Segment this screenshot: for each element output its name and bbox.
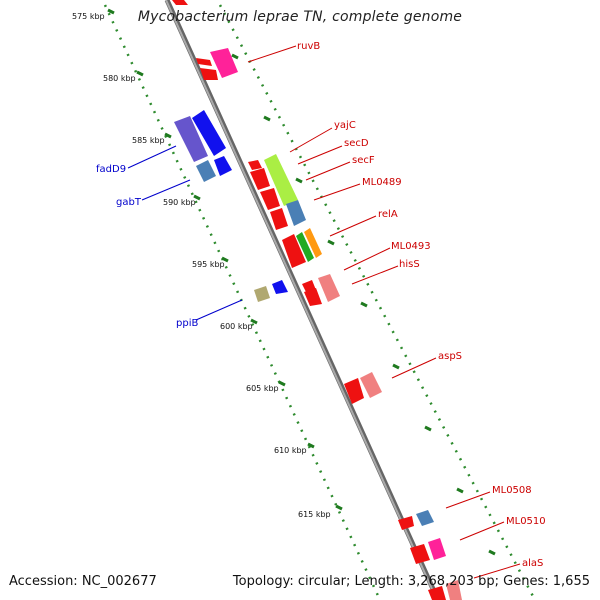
gene-feature: [210, 48, 238, 78]
gene-feature: [172, 0, 188, 5]
kbp-label: 600 kbp: [220, 322, 253, 331]
gene-feature: [428, 586, 446, 600]
gene-label-secD[interactable]: secD: [344, 138, 369, 149]
forward-gene-features: [172, 0, 462, 600]
gene-label-hisS[interactable]: hisS: [399, 259, 420, 270]
gene-label-fadD9[interactable]: fadD9: [96, 164, 126, 175]
outer-tick-marks: [231, 53, 496, 556]
outer-track-line: [218, 4, 537, 600]
gene-feature: [272, 280, 288, 294]
genome-summary-text: Topology: circular; Length: 3,268,203 bp…: [232, 574, 590, 589]
gene-feature: [296, 232, 314, 262]
gene-label-ppiB[interactable]: ppiB: [176, 318, 198, 329]
kbp-label: 590 kbp: [163, 198, 196, 207]
gene-label-ML0508[interactable]: ML0508: [492, 485, 532, 496]
gene-label-ML0510[interactable]: ML0510: [506, 516, 546, 527]
gene-feature: [360, 372, 382, 398]
kbp-tick-marks: [107, 8, 343, 511]
gene-feature: [196, 160, 216, 182]
gene-feature: [344, 378, 364, 404]
gene-feature: [282, 234, 306, 268]
gene-feature: [416, 510, 434, 526]
genome-backbone-highlight: [165, 0, 438, 600]
gene-feature: [304, 228, 322, 258]
gene-label-yajC[interactable]: yajC: [334, 120, 356, 131]
gene-feature: [254, 286, 270, 302]
gene-label-ruvB[interactable]: ruvB: [297, 41, 320, 52]
map-title: Mycobacterium leprae TN, complete genome: [137, 9, 463, 25]
gene-feature: [264, 154, 298, 206]
kbp-label: 585 kbp: [132, 136, 165, 145]
forward-leader-lines: [247, 45, 521, 579]
gene-feature: [174, 116, 208, 162]
gene-label-secF[interactable]: secF: [352, 155, 375, 166]
gene-label-relA[interactable]: relA: [378, 209, 398, 220]
inner-track-line: [103, 4, 382, 600]
gene-feature: [196, 58, 212, 66]
accession-text: Accession: NC_002677: [9, 574, 157, 589]
gene-feature: [428, 538, 446, 560]
gene-feature: [270, 208, 288, 230]
kbp-label: 615 kbp: [298, 510, 331, 519]
gene-label-alaS[interactable]: alaS: [522, 558, 543, 569]
gene-feature: [410, 544, 430, 564]
reverse-gene-features: [174, 110, 288, 302]
gene-label-ML0489[interactable]: ML0489: [362, 177, 402, 188]
gene-feature: [398, 516, 414, 530]
kbp-label: 610 kbp: [274, 446, 307, 455]
gene-feature: [214, 156, 232, 176]
gene-feature: [248, 160, 262, 170]
gene-feature: [192, 110, 226, 156]
gene-feature: [446, 580, 462, 600]
reverse-leader-lines: [127, 145, 243, 321]
gene-label-ML0493[interactable]: ML0493: [391, 241, 431, 252]
gene-feature: [304, 288, 322, 306]
gene-feature: [302, 280, 316, 292]
gene-feature: [200, 68, 218, 80]
gene-label-gabT[interactable]: gabT: [116, 197, 142, 208]
kbp-label: 575 kbp: [72, 12, 105, 21]
gene-label-aspS[interactable]: aspS: [438, 351, 462, 362]
gene-feature: [250, 168, 270, 190]
kbp-label: 580 kbp: [103, 74, 136, 83]
gene-feature: [260, 188, 280, 210]
kbp-label: 595 kbp: [192, 260, 225, 269]
gene-feature: [318, 274, 340, 302]
kbp-label: 605 kbp: [246, 384, 279, 393]
gene-feature: [286, 200, 306, 226]
